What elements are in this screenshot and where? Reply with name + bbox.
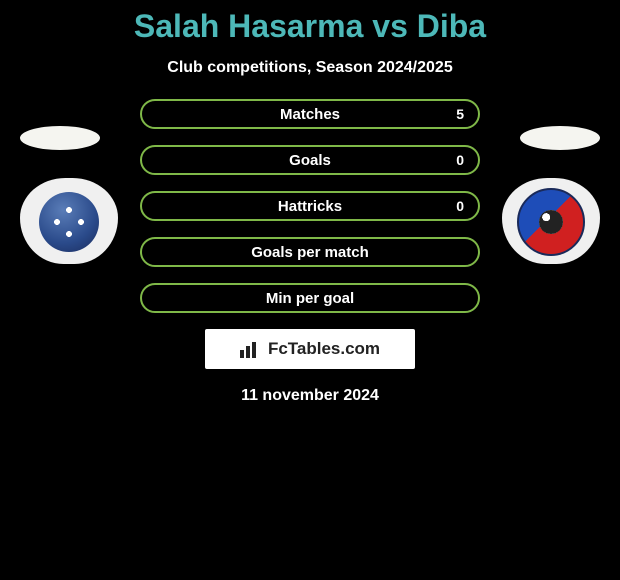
logo-text: FcTables.com (268, 339, 380, 359)
stat-label: Goals (289, 152, 331, 169)
stat-label: Min per goal (266, 290, 354, 307)
subtitle: Club competitions, Season 2024/2025 (0, 59, 620, 77)
team-badge-right (502, 178, 600, 264)
stat-row-goals: Goals 0 (140, 145, 480, 175)
stat-value-right: 0 (456, 152, 464, 168)
stat-value-right: 5 (456, 106, 464, 122)
stat-label: Hattricks (278, 198, 342, 215)
fctables-logo[interactable]: FcTables.com (205, 329, 415, 369)
stat-row-min-per-goal: Min per goal (140, 283, 480, 313)
page-title: Salah Hasarma vs Diba (0, 0, 620, 45)
shield-icon (502, 178, 600, 264)
shield-icon (20, 178, 118, 264)
stat-row-hattricks: Hattricks 0 (140, 191, 480, 221)
stats-container: Matches 5 Goals 0 Hattricks 0 Goals per … (140, 99, 480, 313)
stat-row-matches: Matches 5 (140, 99, 480, 129)
date-label: 11 november 2024 (0, 387, 620, 405)
stat-value-right: 0 (456, 198, 464, 214)
stat-label: Goals per match (251, 244, 369, 261)
player-marker-left (20, 126, 100, 150)
bar-chart-icon (240, 340, 262, 358)
stat-row-goals-per-match: Goals per match (140, 237, 480, 267)
stat-label: Matches (280, 106, 340, 123)
player-marker-right (520, 126, 600, 150)
team-badge-left (20, 178, 118, 264)
